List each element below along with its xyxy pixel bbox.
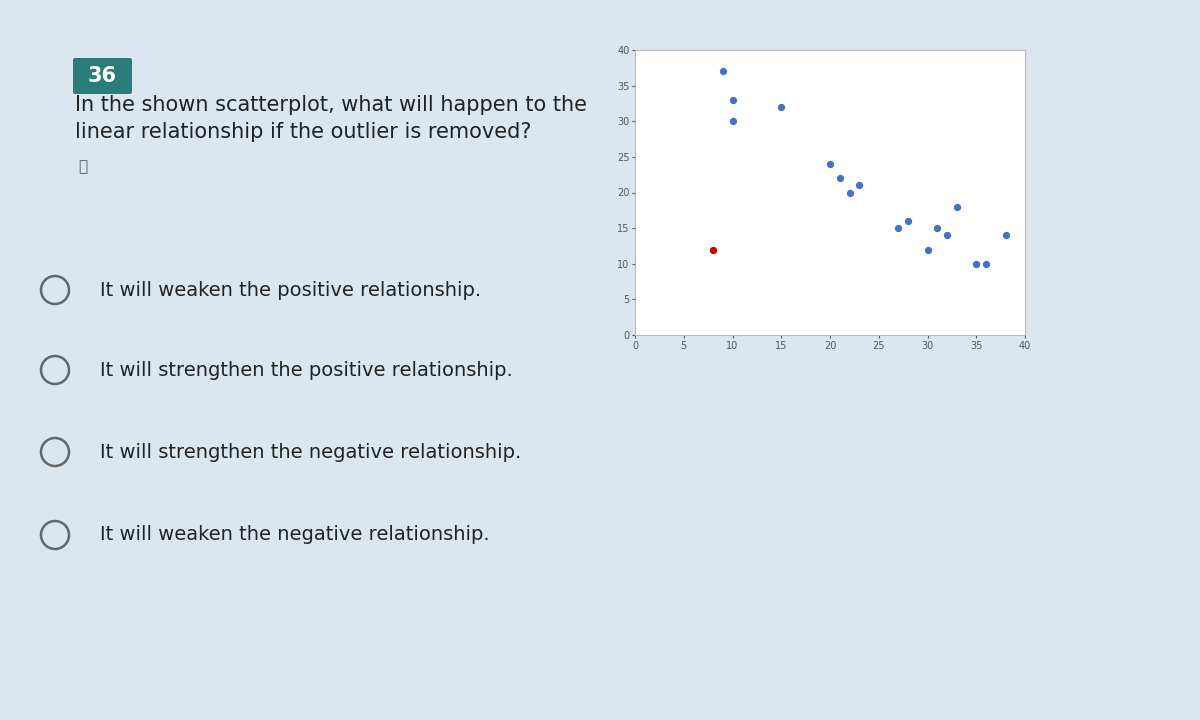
Point bbox=[937, 230, 956, 241]
Text: 36: 36 bbox=[88, 66, 118, 86]
Point bbox=[928, 222, 947, 234]
Point bbox=[772, 102, 791, 113]
Point bbox=[713, 66, 732, 77]
Point bbox=[918, 244, 937, 256]
Point bbox=[830, 173, 850, 184]
Point bbox=[947, 201, 966, 212]
Point bbox=[703, 244, 722, 256]
Point bbox=[722, 115, 742, 127]
FancyBboxPatch shape bbox=[73, 58, 132, 94]
Text: It will strengthen the positive relationship.: It will strengthen the positive relation… bbox=[100, 361, 512, 379]
Point bbox=[722, 94, 742, 106]
Point bbox=[967, 258, 986, 269]
Text: It will strengthen the negative relationship.: It will strengthen the negative relation… bbox=[100, 443, 521, 462]
Text: linear relationship if the outlier is removed?: linear relationship if the outlier is re… bbox=[74, 122, 532, 142]
Text: 🕪: 🕪 bbox=[78, 160, 88, 174]
Point bbox=[899, 215, 918, 227]
Point bbox=[840, 186, 859, 198]
Point bbox=[821, 158, 840, 170]
Point bbox=[889, 222, 908, 234]
Point bbox=[977, 258, 996, 269]
Text: It will weaken the negative relationship.: It will weaken the negative relationship… bbox=[100, 526, 490, 544]
Point bbox=[996, 230, 1015, 241]
Text: In the shown scatterplot, what will happen to the: In the shown scatterplot, what will happ… bbox=[74, 95, 587, 115]
Point bbox=[850, 179, 869, 191]
Text: It will weaken the positive relationship.: It will weaken the positive relationship… bbox=[100, 281, 481, 300]
